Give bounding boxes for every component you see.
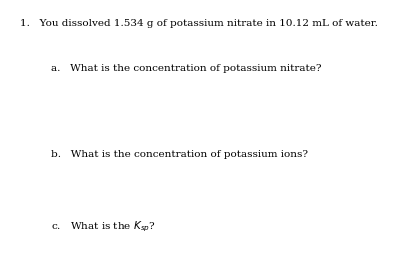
Text: a.   What is the concentration of potassium nitrate?: a. What is the concentration of potassiu… xyxy=(51,64,322,73)
Text: c.   What is the $K_{sp}$?: c. What is the $K_{sp}$? xyxy=(51,220,156,234)
Text: 1.   You dissolved 1.534 g of potassium nitrate in 10.12 mL of water.: 1. You dissolved 1.534 g of potassium ni… xyxy=(20,19,378,28)
Text: b.   What is the concentration of potassium ions?: b. What is the concentration of potassiu… xyxy=(51,150,308,159)
